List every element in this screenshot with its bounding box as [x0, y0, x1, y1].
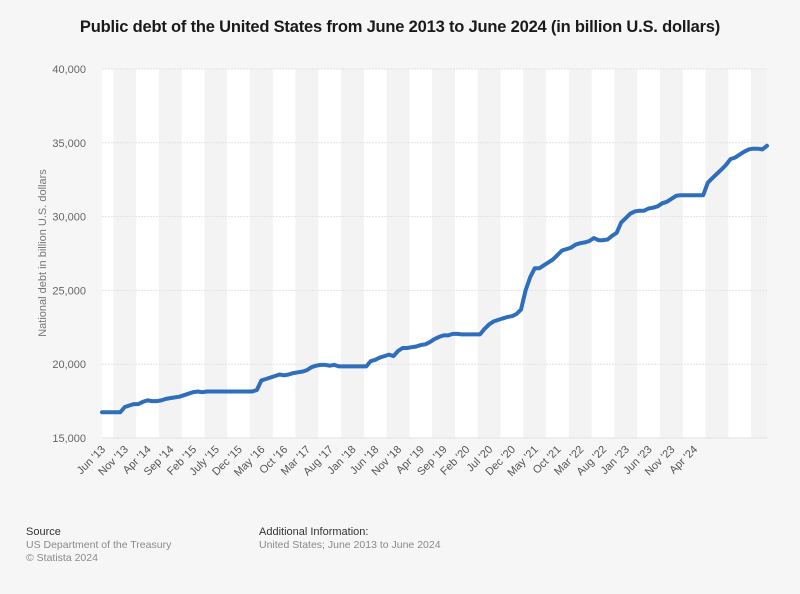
- plot-background-bands: [102, 69, 767, 438]
- y-tick-label: 15,000: [52, 433, 86, 445]
- plot-band: [682, 69, 706, 438]
- y-tick-label: 20,000: [52, 359, 86, 371]
- plot-band: [637, 69, 660, 438]
- plot-band: [102, 69, 114, 438]
- plot-band: [591, 69, 615, 438]
- y-tick-label: 30,000: [52, 212, 86, 224]
- copyright-text: © Statista 2024: [26, 552, 98, 564]
- series-layer: [100, 143, 769, 415]
- y-axis-ticks: 15,000 20,000 25,000 30,000 35,000 40,000: [52, 64, 86, 445]
- y-tick-label: 40,000: [52, 64, 86, 76]
- additional-info-heading: Additional Information:: [259, 526, 369, 538]
- plot-band: [409, 69, 433, 438]
- y-tick-label: 35,000: [52, 138, 86, 150]
- plot-band: [227, 69, 251, 438]
- source-block: Source US Department of the Treasury © S…: [26, 526, 171, 565]
- plot-band: [204, 69, 228, 438]
- plot-band: [728, 69, 752, 438]
- plot-band: [614, 69, 638, 438]
- plot-band: [386, 69, 410, 438]
- plot-band: [295, 69, 319, 438]
- y-tick-label: 25,000: [52, 285, 86, 297]
- additional-info-block: Additional Information: United States; J…: [259, 526, 441, 552]
- plot-band: [250, 69, 273, 438]
- gridlines: [102, 68, 767, 439]
- chart-title: Public debt of the United States from Ju…: [79, 18, 721, 36]
- plot-band: [568, 69, 592, 438]
- additional-info-text: United States; June 2013 to June 2024: [259, 539, 441, 551]
- plot-band: [751, 69, 767, 438]
- plot-band: [659, 69, 683, 438]
- source-text[interactable]: US Department of the Treasury: [26, 539, 172, 551]
- plot-band: [477, 69, 501, 438]
- plot-band: [136, 69, 159, 438]
- plot-band: [705, 69, 729, 438]
- plot-band: [454, 69, 478, 438]
- plot-band: [500, 69, 524, 438]
- plot-band: [181, 69, 205, 438]
- plot-band: [272, 69, 296, 438]
- series-line-public-debt: [100, 143, 769, 415]
- plot-band: [341, 69, 364, 438]
- source-heading: Source: [26, 526, 61, 538]
- plot-band: [523, 69, 547, 438]
- plot-band: [318, 69, 342, 438]
- y-axis-title: National debt in billion U.S. dollars: [37, 169, 49, 337]
- plot-band: [158, 69, 182, 438]
- plot-band: [113, 69, 137, 438]
- plot-band: [432, 69, 455, 438]
- plot-band: [363, 69, 387, 438]
